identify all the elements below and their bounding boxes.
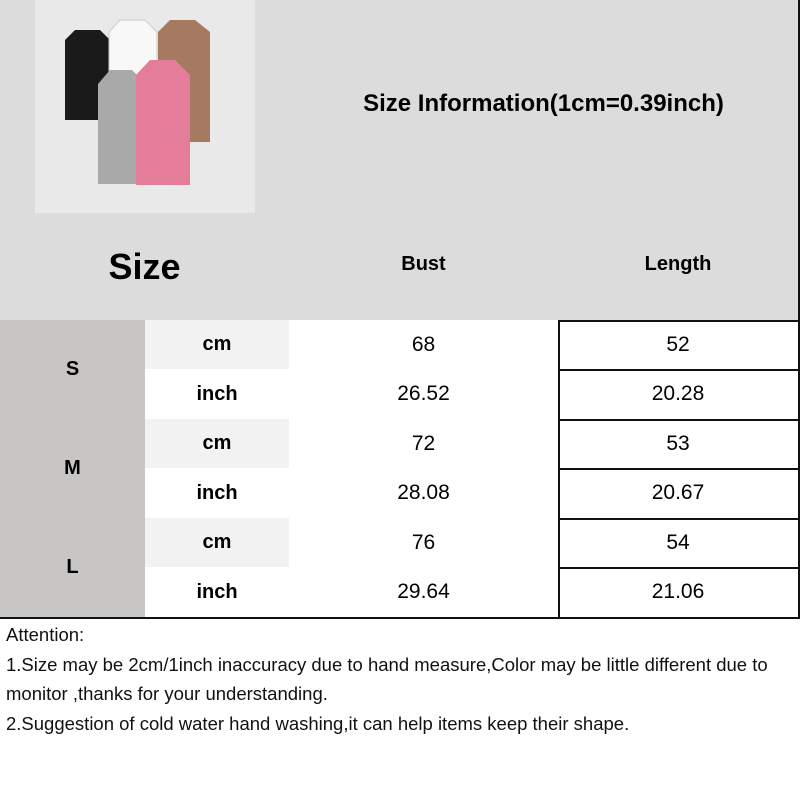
unit-inch: inch (145, 468, 291, 520)
length-text: 52 (666, 332, 690, 356)
size-text: M (64, 457, 81, 479)
length-value: 52 (558, 320, 800, 371)
bust-value: 26.52 (289, 369, 560, 421)
length-text: 54 (666, 530, 690, 554)
page-title: Size Information(1cm=0.39inch) (363, 89, 724, 117)
length-value: 53 (558, 419, 800, 470)
length-text: 20.67 (651, 481, 705, 504)
unit-cm: cm (145, 518, 291, 569)
product-image (34, 0, 255, 213)
attention-note-1: 1.Size may be 2cm/1inch inaccuracy due t… (6, 653, 768, 705)
unit-inch: inch (145, 369, 291, 421)
bust-text: 28.08 (397, 481, 450, 504)
length-value: 54 (558, 518, 800, 569)
unit-text: inch (196, 382, 238, 405)
bust-text: 72 (411, 431, 436, 455)
length-value: 21.06 (558, 567, 800, 619)
size-label-M: M (0, 419, 147, 520)
shirt-gray (97, 70, 146, 184)
length-text: 53 (666, 431, 690, 455)
unit-cm: cm (145, 320, 291, 371)
size-text: L (66, 556, 79, 578)
bust-text: 29.64 (397, 580, 450, 603)
title-cell: Size Information(1cm=0.39inch) (289, 0, 800, 215)
product-image-cell (0, 0, 291, 215)
length-value: 20.67 (558, 468, 800, 520)
header-bust-label: Bust (401, 253, 446, 275)
header-length-label: Length (644, 253, 712, 275)
bust-value: 28.08 (289, 468, 560, 520)
unit-text: cm (202, 531, 232, 553)
length-value: 20.28 (558, 369, 800, 421)
size-label-L: L (0, 518, 147, 619)
header-bust: Bust (289, 213, 560, 322)
bust-text: 76 (411, 530, 436, 554)
attention-note-2: 2.Suggestion of cold water hand washing,… (6, 712, 630, 734)
bust-value: 29.64 (289, 567, 560, 619)
size-text: S (65, 358, 80, 380)
header-size: Size (0, 213, 291, 322)
unit-text: inch (196, 481, 238, 504)
header-size-label: Size (108, 245, 181, 287)
unit-text: inch (196, 580, 238, 603)
unit-text: cm (202, 333, 232, 355)
bust-text: 26.52 (397, 382, 450, 405)
header-length: Length (558, 213, 800, 322)
length-text: 20.28 (651, 382, 705, 405)
attention-notes: Attention: 1.Size may be 2cm/1inch inacc… (6, 620, 800, 738)
shirt-pink (135, 60, 190, 185)
unit-cm: cm (145, 419, 291, 470)
bust-value: 68 (289, 320, 560, 371)
size-label-S: S (0, 320, 147, 421)
unit-inch: inch (145, 567, 291, 619)
bust-value: 72 (289, 419, 560, 470)
bust-value: 76 (289, 518, 560, 569)
bust-text: 68 (411, 332, 436, 356)
attention-heading: Attention: (6, 624, 85, 645)
length-text: 21.06 (651, 580, 705, 603)
unit-text: cm (202, 432, 232, 454)
